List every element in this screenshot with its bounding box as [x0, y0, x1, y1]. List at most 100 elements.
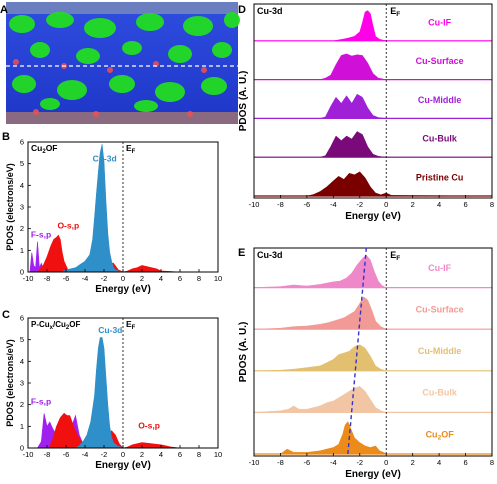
y-tick-label: 0	[20, 444, 24, 453]
fermi-level-label: EF	[390, 6, 400, 18]
x-tick-label: -2	[356, 200, 363, 209]
y-axis-label: PDOS (electrons/eV)	[5, 339, 15, 427]
y-tick-label: 1	[20, 246, 24, 255]
x-tick-label: 8	[197, 450, 201, 459]
x-tick-label: 6	[463, 200, 467, 209]
series-label: Cu-Bulk	[422, 134, 457, 144]
series-area-3	[254, 131, 492, 158]
panel-title: Cu-3d	[257, 250, 283, 260]
x-tick-label: 10	[214, 450, 222, 459]
x-tick-label: 2	[140, 450, 144, 459]
panel-b-title: Cu2OF	[31, 143, 58, 155]
panel-a-image	[6, 2, 240, 124]
series-area-cu-3d	[28, 144, 218, 273]
x-tick-label: -8	[44, 450, 51, 459]
x-tick-label: -2	[101, 450, 108, 459]
series-area-2	[254, 93, 492, 119]
series-label: Cu-Surface	[416, 304, 464, 314]
x-tick-label: 4	[159, 274, 163, 283]
series-area-0	[254, 10, 492, 42]
y-tick-label: 0	[20, 268, 24, 277]
series-label: O-s,p	[138, 421, 160, 431]
x-tick-label: 4	[437, 458, 441, 467]
x-tick-label: -8	[277, 200, 284, 209]
y-tick-label: 2	[20, 224, 24, 233]
series-area-1	[254, 53, 492, 80]
x-tick-label: -10	[23, 274, 34, 283]
series-label: F-s,p	[31, 397, 51, 407]
panel-e-chart: Cu-IF Cu-Surface Cu-Middle Cu-Bulk Cu2OF -10 -…	[238, 247, 494, 480]
x-tick-label: 2	[411, 200, 415, 209]
x-tick-label: 0	[121, 274, 125, 283]
x-axis-label: Energy (eV)	[95, 284, 151, 295]
x-tick-label: 2	[140, 274, 144, 283]
x-tick-label: 6	[463, 458, 467, 467]
fermi-level-label: EF	[390, 250, 400, 262]
x-tick-label: 4	[159, 450, 163, 459]
y-axis-label: PDOS (electrons/eV)	[5, 163, 15, 251]
series-label: Cu2OF	[426, 429, 455, 441]
plot-frame	[253, 3, 493, 199]
fermi-level-label: EF	[126, 319, 136, 331]
x-tick-label: -10	[249, 458, 260, 467]
y-tick-label: 4	[20, 357, 24, 366]
x-tick-label: -10	[249, 200, 260, 209]
x-tick-label: 2	[411, 458, 415, 467]
x-tick-label: 8	[490, 200, 494, 209]
series-label: Cu-3d	[93, 154, 117, 164]
series-label: Cu-Surface	[416, 56, 464, 66]
series-area-3	[253, 386, 492, 413]
x-tick-label: 8	[197, 274, 201, 283]
series-label: Cu-Middle	[418, 346, 462, 356]
series-label: F-s,p	[31, 229, 51, 239]
y-tick-label: 3	[20, 379, 24, 388]
x-tick-label: 4	[437, 200, 441, 209]
y-tick-label: 3	[20, 203, 24, 212]
x-tick-label: -4	[82, 450, 89, 459]
y-tick-label: 1	[20, 422, 24, 431]
x-tick-label: -2	[101, 274, 108, 283]
y-tick-label: 6	[20, 138, 24, 147]
series-area-cu-3d	[28, 337, 218, 449]
panel-label-b: B	[2, 131, 10, 143]
x-tick-label: -4	[330, 200, 337, 209]
series-area-2	[253, 344, 492, 372]
x-axis-label: Energy (eV)	[345, 469, 401, 480]
panel-label-e: E	[238, 247, 245, 259]
x-tick-label: -10	[23, 450, 34, 459]
x-tick-label: 6	[178, 274, 182, 283]
series-area-0	[253, 254, 492, 288]
panel-label-a: A	[0, 4, 8, 16]
panel-c-chart: -10 -8 -6 -4 -2 0 2 4 6 8 10 0 1 2 3 4 5 6 Energy (eV) PDOS…	[5, 314, 222, 472]
x-tick-label: -6	[63, 450, 70, 459]
x-tick-label: -6	[63, 274, 70, 283]
panel-title: Cu-3d	[257, 6, 283, 16]
x-tick-label: -8	[44, 274, 51, 283]
y-axis-label: PDOS (A. U.)	[238, 71, 249, 132]
y-tick-label: 5	[20, 335, 24, 344]
x-tick-label: 0	[384, 200, 388, 209]
x-tick-label: -2	[356, 458, 363, 467]
x-tick-label: -4	[330, 458, 337, 467]
y-axis-label: PDOS (A. U.)	[238, 322, 249, 383]
series-label: Cu-Bulk	[422, 388, 457, 398]
series-area-1	[253, 296, 492, 330]
panel-label-c: C	[2, 309, 10, 321]
series-label: Cu-IF	[428, 17, 451, 27]
x-tick-label: 8	[490, 458, 494, 467]
x-tick-label: 0	[121, 450, 125, 459]
x-tick-label: 6	[178, 450, 182, 459]
panel-c-title: P-Cux/Cu2OF	[31, 320, 80, 331]
y-tick-label: 6	[20, 314, 24, 323]
x-tick-label: -6	[304, 458, 311, 467]
series-label: Cu-IF	[428, 263, 451, 273]
fermi-level-label: EF	[126, 143, 136, 155]
panel-d-chart: Cu-IF Cu-Surface Cu-Middle Cu-Bulk Pristine …	[238, 3, 494, 222]
y-tick-label: 4	[20, 181, 24, 190]
series-label: Pristine Cu	[416, 173, 464, 183]
x-tick-label: -8	[277, 458, 284, 467]
x-tick-label: -6	[304, 200, 311, 209]
x-axis-label: Energy (eV)	[95, 460, 151, 471]
series-label: Cu-Middle	[418, 95, 462, 105]
